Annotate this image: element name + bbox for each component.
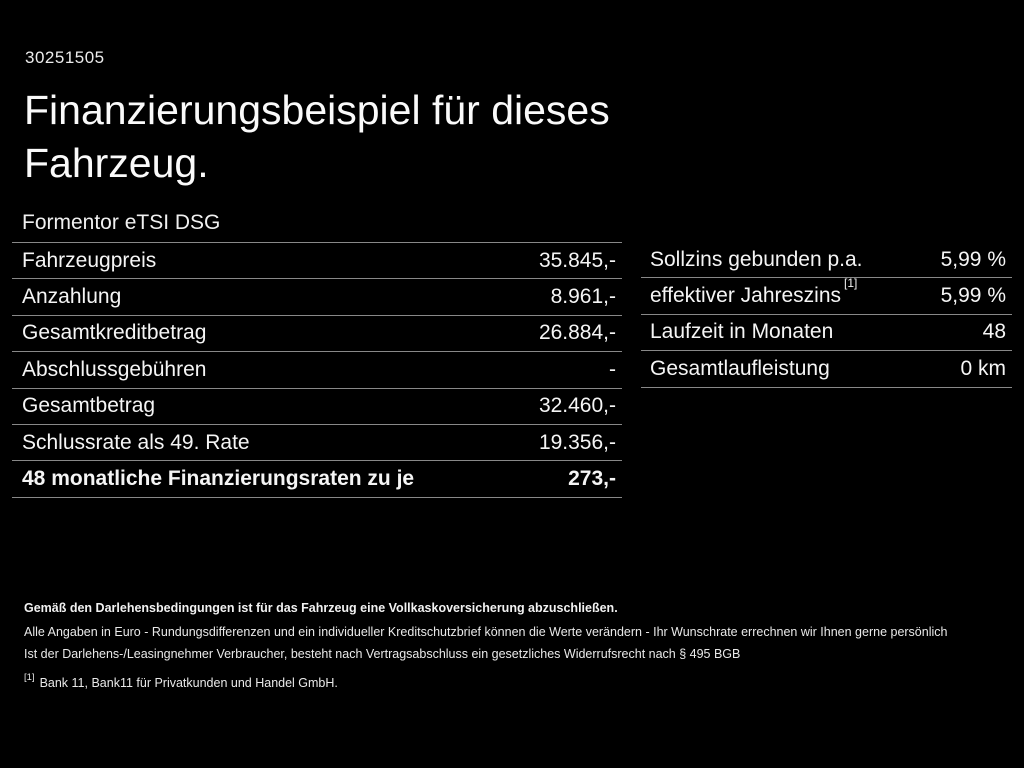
footer-withdrawal-note: Ist der Darlehens-/Leasingnehmer Verbrau…: [24, 647, 741, 661]
financing-table: Fahrzeugpreis 35.845,- Anzahlung 8.961,-…: [12, 242, 622, 498]
row-value: 5,99 %: [940, 247, 1006, 271]
row-label: Sollzins gebunden p.a.: [650, 247, 863, 271]
table-row: Abschlussgebühren -: [12, 352, 622, 389]
row-value: 8.961,-: [550, 285, 616, 309]
row-value: 26.884,-: [538, 321, 616, 345]
table-row: Laufzeit in Monaten 48: [641, 315, 1012, 352]
row-label: Laufzeit in Monaten: [650, 320, 834, 344]
table-row: Anzahlung 8.961,-: [12, 279, 622, 316]
row-label: Gesamtbetrag: [22, 394, 156, 418]
footer-insurance-note: Gemäß den Darlehensbedingungen ist für d…: [24, 601, 618, 615]
row-label: Gesamtkreditbetrag: [22, 321, 207, 345]
table-row: Gesamtlaufleistung 0 km: [641, 351, 1012, 388]
footnote-ref: [1]: [844, 276, 858, 291]
row-value: 35.845,-: [538, 248, 616, 272]
table-row: Gesamtbetrag 32.460,-: [12, 389, 622, 425]
document-id: 30251505: [25, 48, 105, 67]
row-value: 5,99 %: [940, 284, 1006, 308]
table-row: Schlussrate als 49. Rate 19.356,-: [12, 425, 622, 462]
row-value: -: [609, 357, 616, 381]
conditions-table: Sollzins gebunden p.a. 5,99 % effektiver…: [641, 242, 1012, 388]
table-row: effektiver Jahreszins[1] 5,99 %: [641, 277, 1012, 315]
row-label: 48 monatliche Finanzierungsraten zu je: [22, 467, 415, 491]
row-label: Gesamtlaufleistung: [650, 356, 830, 380]
row-label: effektiver Jahreszins[1]: [641, 277, 857, 308]
row-label: Abschlussgebühren: [22, 357, 207, 381]
row-label: Fahrzeugpreis: [22, 248, 157, 272]
footnote-marker: [1]: [24, 672, 35, 683]
row-value: 0 km: [960, 356, 1006, 380]
table-row-monthly-rate: 48 monatliche Finanzierungsraten zu je 2…: [12, 461, 622, 498]
footer-disclaimer: Alle Angaben in Euro - Rundungsdifferenz…: [24, 625, 948, 639]
vehicle-model: Formentor eTSI DSG: [22, 211, 221, 234]
legal-footer: Gemäß den Darlehensbedingungen ist für d…: [24, 601, 1009, 690]
row-label-text: effektiver Jahreszins: [650, 284, 842, 308]
row-value: 32.460,-: [538, 394, 616, 418]
row-label: Schlussrate als 49. Rate: [22, 430, 250, 454]
table-row: Sollzins gebunden p.a. 5,99 %: [641, 242, 1012, 279]
footnote-text: Bank 11, Bank11 für Privatkunden und Han…: [39, 676, 338, 691]
row-value: 19.356,-: [538, 430, 616, 454]
row-value: 48: [982, 320, 1006, 344]
table-row: Fahrzeugpreis 35.845,-: [12, 243, 622, 280]
footer-footnote: [1] Bank 11, Bank11 für Privatkunden und …: [24, 672, 1009, 691]
table-row: Gesamtkreditbetrag 26.884,-: [12, 316, 622, 353]
page-title: Finanzierungsbeispiel für dieses Fahrzeu…: [24, 87, 610, 186]
row-value: 273,-: [568, 467, 616, 491]
row-label: Anzahlung: [22, 285, 122, 309]
